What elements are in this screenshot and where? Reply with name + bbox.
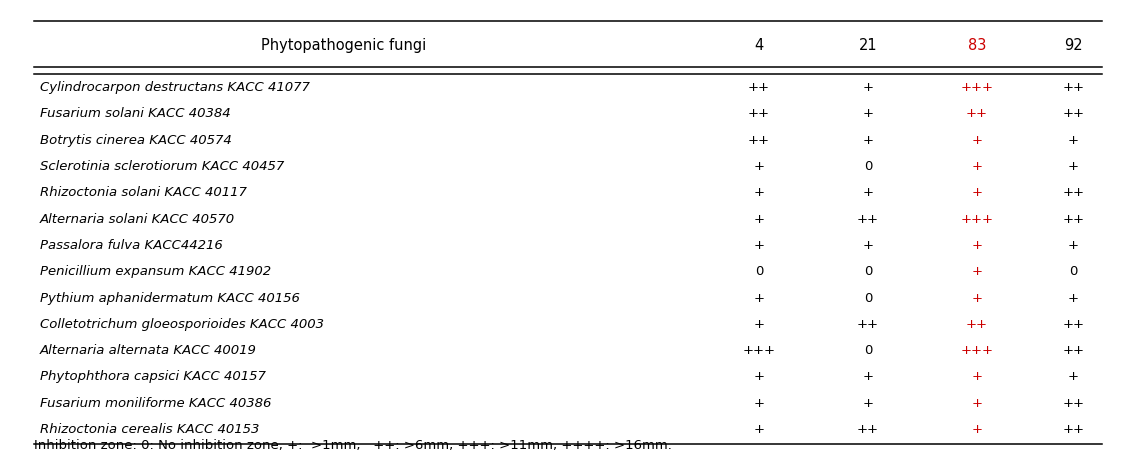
Text: Penicillium expansum KACC 41902: Penicillium expansum KACC 41902: [40, 265, 270, 278]
Text: +: +: [753, 213, 765, 226]
Text: +: +: [1068, 160, 1079, 173]
Text: ++: ++: [1062, 423, 1085, 436]
Text: +: +: [862, 239, 874, 252]
Text: +: +: [1068, 134, 1079, 146]
Text: 0: 0: [1069, 265, 1078, 278]
Text: +: +: [971, 134, 983, 146]
Text: ++: ++: [966, 108, 988, 120]
Text: +: +: [1068, 292, 1079, 304]
Text: Cylindrocarpon destructans KACC 41077: Cylindrocarpon destructans KACC 41077: [40, 81, 310, 94]
Text: +++: +++: [960, 213, 994, 226]
Text: Passalora fulva KACC44216: Passalora fulva KACC44216: [40, 239, 223, 252]
Text: +: +: [753, 318, 765, 331]
Text: +: +: [1068, 239, 1079, 252]
Text: ++: ++: [747, 81, 770, 94]
Text: +: +: [971, 265, 983, 278]
Text: ++: ++: [1062, 318, 1085, 331]
Text: +: +: [971, 186, 983, 199]
Text: Pythium aphanidermatum KACC 40156: Pythium aphanidermatum KACC 40156: [40, 292, 300, 304]
Text: +: +: [971, 397, 983, 410]
Text: 83: 83: [968, 37, 986, 53]
Text: ++: ++: [747, 134, 770, 146]
Text: 0: 0: [754, 265, 763, 278]
Text: ++: ++: [966, 318, 988, 331]
Text: +: +: [971, 160, 983, 173]
Text: 0: 0: [863, 344, 872, 357]
Text: +: +: [971, 423, 983, 436]
Text: Botrytis cinerea KACC 40574: Botrytis cinerea KACC 40574: [40, 134, 232, 146]
Text: Fusarium solani KACC 40384: Fusarium solani KACC 40384: [40, 108, 231, 120]
Text: 21: 21: [859, 37, 877, 53]
Text: +: +: [862, 108, 874, 120]
Text: +: +: [862, 81, 874, 94]
Text: Fusarium moniliforme KACC 40386: Fusarium moniliforme KACC 40386: [40, 397, 272, 410]
Text: +: +: [753, 160, 765, 173]
Text: ++: ++: [857, 423, 879, 436]
Text: Rhizoctonia cerealis KACC 40153: Rhizoctonia cerealis KACC 40153: [40, 423, 259, 436]
Text: +: +: [862, 397, 874, 410]
Text: ++: ++: [1062, 186, 1085, 199]
Text: 0: 0: [863, 292, 872, 304]
Text: +: +: [753, 292, 765, 304]
Text: Colletotrichum gloeosporioides KACC 4003: Colletotrichum gloeosporioides KACC 4003: [40, 318, 324, 331]
Text: +: +: [971, 239, 983, 252]
Text: 4: 4: [754, 37, 763, 53]
Text: ++: ++: [747, 108, 770, 120]
Text: ++: ++: [1062, 81, 1085, 94]
Text: Sclerotinia sclerotiorum KACC 40457: Sclerotinia sclerotiorum KACC 40457: [40, 160, 284, 173]
Text: +: +: [862, 371, 874, 383]
Text: Rhizoctonia solani KACC 40117: Rhizoctonia solani KACC 40117: [40, 186, 247, 199]
Text: Alternaria solani KACC 40570: Alternaria solani KACC 40570: [40, 213, 235, 226]
Text: +: +: [753, 186, 765, 199]
Text: +++: +++: [960, 81, 994, 94]
Text: Phytopathogenic fungi: Phytopathogenic fungi: [261, 37, 426, 53]
Text: 0: 0: [863, 265, 872, 278]
Text: +: +: [753, 371, 765, 383]
Text: +: +: [753, 397, 765, 410]
Text: Inhibition zone: 0: No inhibition zone, +:  >1mm,   ++: >6mm, +++: >11mm, ++++: : Inhibition zone: 0: No inhibition zone, …: [34, 439, 673, 452]
Text: ++: ++: [857, 213, 879, 226]
Text: +: +: [1068, 371, 1079, 383]
Text: +: +: [753, 239, 765, 252]
Text: +++: +++: [960, 344, 994, 357]
Text: ++: ++: [1062, 213, 1085, 226]
Text: +++: +++: [742, 344, 776, 357]
Text: +: +: [862, 186, 874, 199]
Text: +: +: [753, 423, 765, 436]
Text: Phytophthora capsici KACC 40157: Phytophthora capsici KACC 40157: [40, 371, 266, 383]
Text: +: +: [971, 371, 983, 383]
Text: +: +: [862, 134, 874, 146]
Text: 0: 0: [863, 160, 872, 173]
Text: ++: ++: [1062, 397, 1085, 410]
Text: 92: 92: [1064, 37, 1083, 53]
Text: ++: ++: [1062, 344, 1085, 357]
Text: +: +: [971, 292, 983, 304]
Text: ++: ++: [857, 318, 879, 331]
Text: ++: ++: [1062, 108, 1085, 120]
Text: Alternaria alternata KACC 40019: Alternaria alternata KACC 40019: [40, 344, 257, 357]
